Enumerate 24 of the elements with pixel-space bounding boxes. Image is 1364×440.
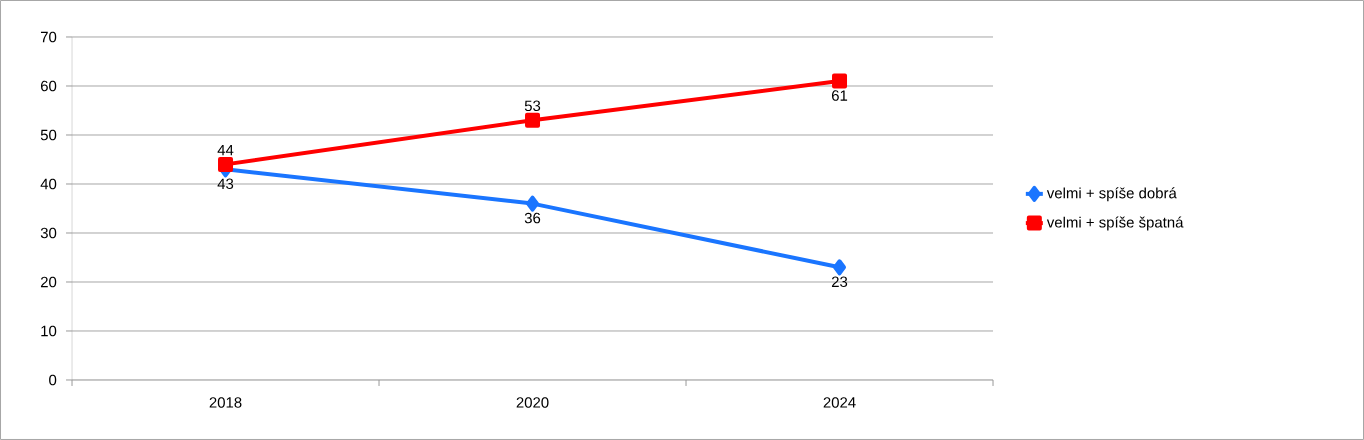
point xyxy=(526,195,540,212)
x-tick-label: 2020 xyxy=(516,397,549,408)
y-tick-label: 50 xyxy=(40,129,57,141)
point xyxy=(218,156,234,172)
point xyxy=(833,259,847,276)
data-label: 23 xyxy=(831,276,848,288)
y-tick-label: 40 xyxy=(40,178,57,190)
y-tick-label: 30 xyxy=(40,227,57,239)
data-label: 61 xyxy=(831,90,848,101)
point xyxy=(525,112,541,128)
point xyxy=(832,73,848,89)
x-tick-label: 2024 xyxy=(823,397,856,408)
data-label: 53 xyxy=(524,100,541,112)
x-tick-label: 2018 xyxy=(209,397,242,408)
y-tick-label: 60 xyxy=(40,80,57,92)
data-label: 44 xyxy=(217,144,234,156)
legend-label: velmi + spíše špatná xyxy=(1046,216,1184,231)
y-tick-label: 10 xyxy=(41,325,57,337)
y-tick-label: 0 xyxy=(49,374,57,386)
data-label: 43 xyxy=(217,178,234,190)
y-tick-label: 70 xyxy=(40,31,57,43)
data-label: 36 xyxy=(524,212,541,224)
legend-label: velmi + spíše dobrá xyxy=(1046,187,1177,202)
y-tick-label: 20 xyxy=(40,276,57,288)
